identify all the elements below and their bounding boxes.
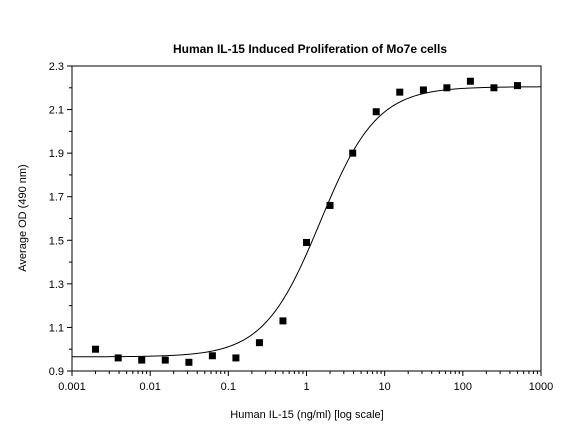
x-tick-label: 0.01 (139, 381, 160, 393)
data-point (490, 84, 498, 92)
y-tick-label: 1.5 (49, 235, 64, 247)
plot-frame (71, 65, 542, 372)
y-axis: 0.9 1.1 1.3 1.5 1.7 1.9 2.1 2.3 (49, 61, 72, 378)
x-axis: 0.001 0.01 0.1 1 10 100 1000 (58, 371, 553, 393)
chart-title: Human IL-15 Induced Proliferation of Mo7… (173, 42, 447, 56)
data-point (372, 108, 380, 116)
data-point (161, 356, 169, 364)
data-point (349, 149, 357, 157)
data-point (303, 238, 310, 246)
y-tick-label: 1.1 (49, 322, 64, 334)
data-point (466, 77, 474, 85)
data-point (326, 201, 334, 209)
data-point (138, 356, 146, 364)
x-tick-label: 1 (303, 381, 309, 393)
data-point (232, 354, 240, 362)
y-tick-label: 2.3 (49, 61, 64, 73)
data-point (185, 358, 193, 366)
data-point (513, 82, 521, 90)
data-point (279, 317, 287, 325)
y-tick-label: 2.1 (49, 105, 64, 117)
y-axis-label: Average OD (490 nm) (17, 164, 29, 271)
data-points (92, 77, 521, 366)
x-tick-label: 100 (454, 381, 472, 393)
y-tick-label: 1.9 (49, 148, 64, 160)
x-tick-label: 1000 (529, 381, 553, 393)
y-tick-label: 1.7 (49, 192, 64, 204)
x-tick-label: 10 (379, 381, 391, 393)
fit-curve (72, 86, 541, 358)
x-tick-label: 0.001 (58, 381, 86, 393)
data-point (255, 339, 263, 347)
data-point (419, 86, 427, 94)
y-tick-label: 1.3 (49, 279, 64, 291)
x-axis-label: Human IL-15 (ng/ml) [log scale] (230, 409, 383, 421)
x-tick-label: 0.1 (221, 381, 236, 393)
data-point (443, 84, 451, 92)
data-point (114, 354, 122, 362)
y-tick-label: 0.9 (49, 366, 64, 378)
data-point (396, 88, 404, 96)
data-point (208, 352, 216, 360)
data-point (92, 345, 100, 353)
